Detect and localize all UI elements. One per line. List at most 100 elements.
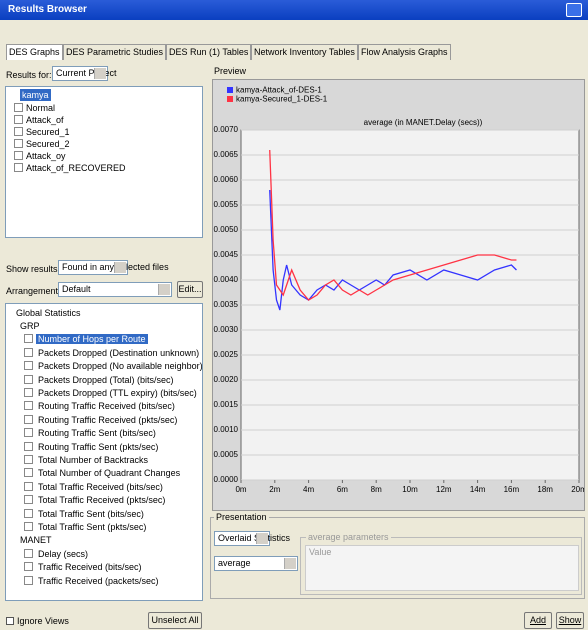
checkbox-label: Ignore Views (17, 616, 69, 626)
chart: average (in MANET.Delay (secs)) 0.0000 0.… (212, 79, 585, 511)
section-label: Presentation (214, 512, 269, 522)
stat-icon (24, 508, 33, 518)
series-line (269, 189, 517, 311)
add-button[interactable]: Add (524, 612, 552, 629)
tab[interactable]: DES Parametric Studies (63, 44, 167, 60)
stat-icon (24, 334, 33, 344)
item-label: Secured_2 (26, 139, 70, 149)
item-label: Delay (secs) (38, 548, 89, 559)
tab[interactable]: Flow Analysis Graphs (358, 44, 451, 60)
stat-icon (24, 441, 33, 451)
column-header: Value (309, 547, 332, 557)
item-label: Routing Traffic Received (bits/sec) (38, 401, 175, 412)
tree-item: Routing Traffic Sent (bits/sec) (24, 427, 158, 439)
tree-item: Attack_oy (14, 150, 66, 162)
tree-item: Total Traffic Sent (bits/sec) (24, 508, 146, 520)
tree-group: GRP (20, 321, 40, 331)
tree-item: Total Number of Backtracks (24, 454, 150, 466)
stat-icon (24, 428, 33, 438)
dropdown[interactable]: Found in any selected files (58, 260, 169, 275)
item-label: Secured_1 (26, 127, 70, 137)
x-tick-label: 12m (436, 485, 452, 494)
legend-label: kamya-Secured_1-DES-1 (236, 95, 328, 104)
show-button[interactable]: Show (556, 612, 584, 629)
tree-item: Routing Traffic Received (bits/sec) (24, 400, 177, 412)
stat-icon (24, 455, 33, 464)
item-label: Routing Traffic Sent (bits/sec) (38, 428, 156, 439)
edit-button[interactable]: Edit... (177, 281, 203, 298)
tree-root: kamya (20, 89, 51, 101)
item-label: Normal (26, 103, 56, 113)
statistics-tree: Global Statistics GRP Number of Hops per R… (5, 303, 203, 601)
y-tick-label: 0.0000 (214, 475, 239, 484)
x-tick-label: 18m (537, 485, 553, 494)
tree-item: Packets Dropped (TTL expiry) (bits/sec) (24, 387, 199, 399)
tree-item: Traffic Received (packets/sec) (24, 575, 161, 587)
tree-item: Delay (secs) (24, 548, 90, 560)
presentation-group (210, 517, 585, 599)
stat-icon (24, 522, 33, 531)
dropdown[interactable]: Current Project (52, 66, 117, 81)
project-tree: kamya Normal Attack_of Secured_1 Secured_2 At… (5, 86, 203, 238)
dropdown[interactable]: average (214, 556, 298, 571)
tree-item: Secured_2 (14, 138, 70, 150)
x-tick-label: 2m (269, 485, 280, 494)
item-label: Total Traffic Sent (bits/sec) (38, 508, 144, 519)
y-tick-label: 0.0065 (214, 150, 239, 159)
checkbox[interactable] (6, 617, 14, 625)
y-tick-label: 0.0050 (214, 225, 239, 234)
tree-item: Total Traffic Received (bits/sec) (24, 481, 165, 493)
tree-item: Total Number of Quadrant Changes (24, 467, 182, 479)
tree-item: Normal (14, 102, 55, 114)
y-tick-label: 0.0010 (214, 425, 239, 434)
tab[interactable]: Network Inventory Tables (251, 44, 358, 60)
tree-item: Packets Dropped (Total) (bits/sec) (24, 374, 176, 386)
y-tick-label: 0.0030 (214, 325, 239, 334)
y-tick-label: 0.0005 (214, 450, 239, 459)
y-tick-label: 0.0020 (214, 375, 239, 384)
y-tick-label: 0.0060 (214, 175, 239, 184)
checkbox-icon (14, 163, 23, 172)
label: Show results: (6, 264, 61, 274)
unselect-button[interactable]: Unselect All (148, 612, 202, 629)
stat-icon (24, 388, 33, 397)
window-title: Results Browser (8, 4, 87, 15)
legend-swatch (227, 96, 233, 102)
tree-item: Attack_of_RECOVERED (14, 162, 126, 174)
tree-item: Number of Hops per Route (24, 333, 148, 345)
tree-item: Attack_of (14, 114, 64, 126)
tab[interactable]: DES Run (1) Tables (166, 44, 252, 60)
item-label: Packets Dropped (Total) (bits/sec) (38, 374, 174, 385)
x-tick-label: 6m (337, 485, 348, 494)
tree-item: Secured_1 (14, 126, 70, 138)
tree-item: Routing Traffic Sent (pkts/sec) (24, 441, 160, 453)
stat-icon (24, 495, 33, 505)
item-label: Total Traffic Received (bits/sec) (38, 481, 163, 492)
chart-title: average (in MANET.Delay (secs)) (364, 118, 483, 127)
stat-icon (24, 468, 33, 478)
x-tick-label: 8m (371, 485, 382, 494)
tab[interactable]: DES Graphs (6, 44, 63, 60)
tree-item: Packets Dropped (Destination unknown) (b… (24, 347, 202, 359)
item-label: Total Number of Quadrant Changes (38, 468, 181, 479)
title-bar: Results Browser (0, 0, 588, 20)
close-button[interactable] (566, 3, 582, 17)
checkbox-icon (14, 103, 23, 112)
item-label: Total Traffic Sent (pkts/sec) (38, 522, 147, 532)
dropdown[interactable]: Default (58, 282, 172, 297)
stat-icon (24, 401, 33, 411)
checkbox-icon (14, 115, 23, 124)
item-label: Packets Dropped (TTL expiry) (bits/sec) (38, 388, 197, 398)
tree-item: Total Traffic Sent (pkts/sec) (24, 521, 148, 533)
stat-icon (24, 414, 33, 424)
item-label: Attack_of_RECOVERED (26, 163, 126, 173)
tree-root: Global Statistics (16, 308, 81, 318)
dropdown[interactable]: Overlaid Statistics (214, 531, 290, 546)
item-label: Routing Traffic Received (pkts/sec) (38, 414, 178, 425)
x-tick-label: 0m (235, 485, 246, 494)
legend-label: kamya-Attack_of-DES-1 (236, 86, 322, 95)
parameters-table (305, 545, 579, 591)
item-label: Packets Dropped (No available neighbor) … (38, 361, 203, 372)
section-label: Preview (214, 66, 247, 76)
